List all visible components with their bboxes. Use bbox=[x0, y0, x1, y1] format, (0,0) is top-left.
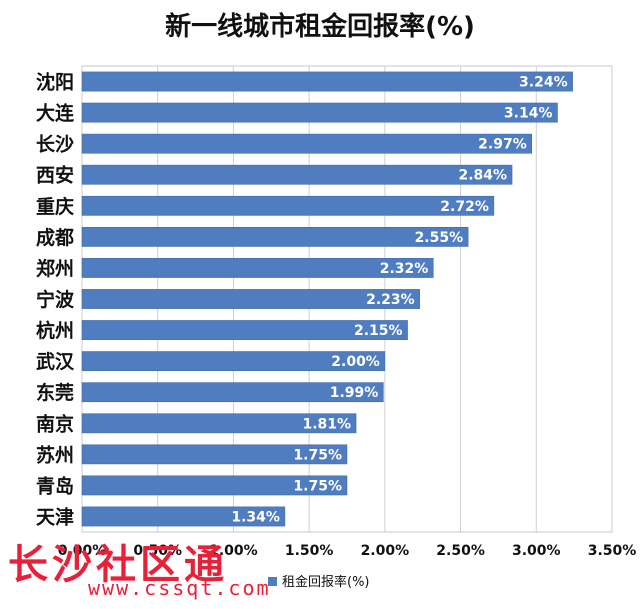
bar bbox=[81, 444, 348, 465]
data-label: 1.34% bbox=[231, 509, 280, 525]
category-label: 东莞 bbox=[36, 381, 74, 404]
data-label: 1.81% bbox=[303, 416, 352, 432]
category-label: 武汉 bbox=[36, 351, 75, 373]
bar bbox=[81, 320, 408, 340]
data-label: 2.55% bbox=[415, 230, 464, 246]
legend-label: 租金回报率(%) bbox=[282, 574, 370, 590]
x-tick-label: 2.50% bbox=[436, 543, 485, 559]
category-label: 沈阳 bbox=[36, 71, 74, 94]
bar bbox=[81, 289, 420, 309]
x-tick-label: 0.50% bbox=[133, 543, 182, 559]
bar bbox=[81, 133, 532, 154]
data-label: 3.24% bbox=[519, 75, 568, 91]
category-label: 天津 bbox=[36, 505, 74, 528]
data-label: 2.84% bbox=[458, 168, 507, 184]
bar bbox=[81, 258, 434, 278]
data-label: 2.23% bbox=[366, 292, 415, 308]
category-label: 重庆 bbox=[36, 195, 74, 218]
x-tick-label: 3.00% bbox=[512, 543, 561, 559]
data-label: 1.99% bbox=[330, 385, 379, 401]
data-label: 2.72% bbox=[440, 199, 489, 215]
data-label: 3.14% bbox=[504, 106, 553, 122]
category-label: 南京 bbox=[36, 412, 74, 435]
bar bbox=[81, 71, 573, 92]
data-label: 1.75% bbox=[293, 447, 342, 463]
category-label: 青岛 bbox=[36, 474, 74, 497]
category-label: 大连 bbox=[36, 102, 75, 125]
category-label: 西安 bbox=[36, 164, 74, 187]
data-label: 1.75% bbox=[293, 478, 342, 494]
watermark-text: 长沙社区通 bbox=[8, 542, 228, 588]
bar bbox=[81, 506, 286, 527]
category-label: 宁波 bbox=[36, 288, 75, 311]
category-label: 苏州 bbox=[36, 443, 74, 466]
bar bbox=[81, 351, 386, 372]
bar bbox=[81, 195, 495, 216]
data-label: 2.00% bbox=[331, 354, 380, 370]
category-label: 郑州 bbox=[36, 258, 74, 280]
watermark-url: www.cssqt.com bbox=[88, 576, 271, 600]
data-label: 2.97% bbox=[478, 137, 527, 153]
bar bbox=[81, 102, 558, 123]
x-tick-label: 2.00% bbox=[361, 543, 410, 559]
category-label: 成都 bbox=[36, 226, 74, 249]
bar bbox=[81, 475, 348, 496]
data-label: 2.32% bbox=[380, 261, 429, 277]
x-tick-label: 1.00% bbox=[209, 543, 258, 559]
legend-swatch bbox=[268, 577, 277, 586]
chart-title: 新一线城市租金回报率(%) bbox=[165, 12, 475, 42]
bar bbox=[81, 413, 357, 434]
bar bbox=[81, 382, 384, 403]
bar bbox=[81, 226, 469, 247]
bar bbox=[81, 164, 513, 185]
x-tick-label: 3.50% bbox=[588, 543, 637, 559]
x-tick-label: 1.50% bbox=[285, 543, 334, 559]
data-label: 2.15% bbox=[354, 323, 403, 339]
category-label: 杭州 bbox=[36, 319, 74, 342]
x-tick-label: 0.00% bbox=[58, 543, 107, 559]
category-label: 长沙 bbox=[36, 134, 74, 156]
